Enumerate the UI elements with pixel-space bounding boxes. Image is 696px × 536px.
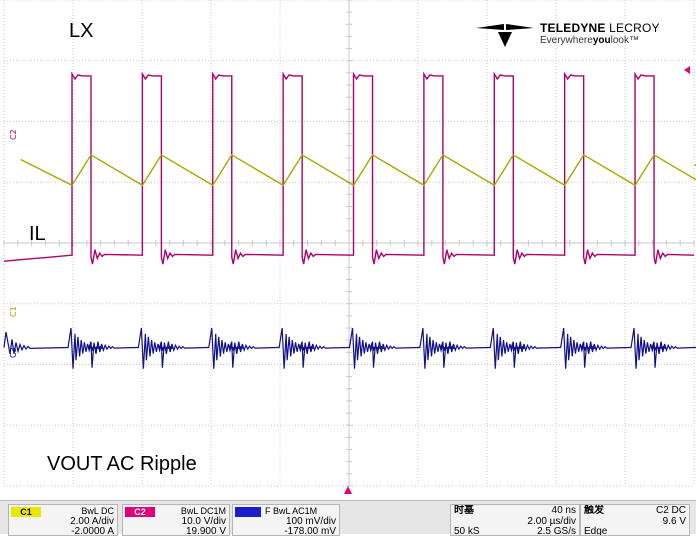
timebase-rate: 2.5 GS/s	[537, 526, 576, 536]
c1-coupling: BwL DC	[81, 506, 114, 516]
vout-ripple-waveform	[3, 327, 696, 369]
trigger-level: 9.6 V	[662, 516, 686, 527]
c2-offset: 19.900 V	[185, 526, 226, 536]
c2-descriptor[interactable]: C2 BwL DC1M 10.0 V/div 19.900 V	[122, 504, 230, 536]
logo-brand-text: TELEDYNE LECROY	[540, 21, 660, 35]
c3-ground-marker[interactable]: C3	[9, 347, 18, 358]
scope-display	[3, 0, 696, 494]
timebase-scale: 2.00 µs/div	[527, 516, 576, 527]
trigger-descriptor[interactable]: 触发 C2 DC 9.6 V Edge	[580, 504, 690, 536]
teledyne-lecroy-logo: TELEDYNE LECROY Everywhereyoulook™	[474, 20, 684, 50]
f-coupling: F BwL AC1M	[265, 506, 318, 516]
trigger-source: C2 DC	[655, 505, 686, 516]
c2-scale: 10.0 V/div	[181, 516, 226, 527]
c1-badge: C1	[11, 507, 41, 517]
c1-offset: -2.0000 A	[71, 526, 114, 536]
timebase-delay: 40 ns	[551, 505, 576, 516]
timebase-samples: 50 kS	[454, 526, 480, 536]
waveform-traces	[3, 71, 696, 369]
c1-descriptor[interactable]: C1 BwL DC 2.00 A/div -2.0000 A	[8, 504, 118, 536]
f-offset: -178.00 mV	[284, 526, 336, 536]
timebase-descriptor[interactable]: 时基 40 ns 2.00 µs/div 50 kS 2.5 GS/s	[450, 504, 580, 536]
c2-ground-marker[interactable]: C2	[9, 129, 18, 140]
lecroy-logo-mark-icon	[476, 24, 534, 47]
timebase-title: 时基	[454, 505, 474, 516]
lx-waveform	[3, 71, 695, 265]
vout-ripple-label: VOUT AC Ripple	[47, 453, 197, 475]
il-label: IL	[29, 223, 46, 245]
c1-ground-marker[interactable]: C1	[9, 306, 18, 317]
trigger-position-marker[interactable]	[344, 486, 352, 494]
trigger-level-marker[interactable]	[684, 66, 690, 74]
c2-coupling: BwL DC1M	[180, 506, 226, 516]
c1-scale: 2.00 A/div	[70, 516, 114, 527]
il-waveform	[20, 153, 696, 187]
descriptor-bar: C1 BwL DC 2.00 A/div -2.0000 A C2 BwL DC…	[0, 500, 696, 536]
f-scale: 100 mV/div	[285, 516, 336, 527]
trigger-title: 触发	[584, 505, 604, 516]
trigger-type: Edge	[584, 526, 608, 536]
logo-tagline: Everywhereyoulook™	[540, 35, 639, 46]
c2-badge: C2	[125, 507, 155, 517]
f-badge	[235, 507, 261, 517]
lx-label: LX	[69, 20, 94, 42]
f-descriptor[interactable]: F BwL AC1M 100 mV/div -178.00 mV	[232, 504, 340, 536]
